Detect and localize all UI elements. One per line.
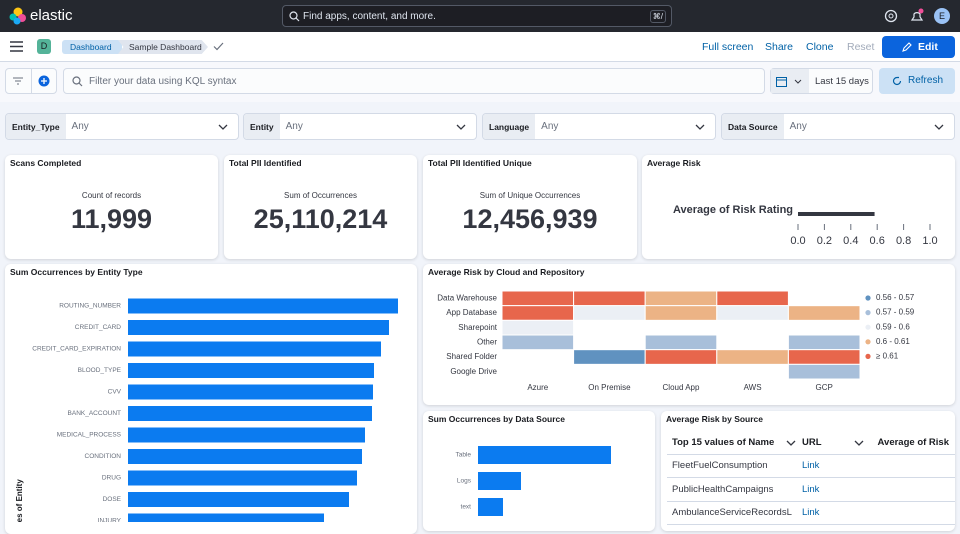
control-value: Any — [789, 121, 807, 132]
chevron-path — [854, 440, 864, 446]
control-label: Entity_Type — [6, 114, 66, 139]
table-cell: PublicHealthCampaigns — [672, 483, 774, 495]
chevron-path — [934, 124, 944, 130]
panel-title: Sum Occurrences by Data Source — [428, 414, 566, 424]
entity-chart-panel: Sum Occurrences by Entity Type — [5, 264, 417, 534]
chevron-icon — [854, 440, 864, 446]
kql-placeholder: Filter your data using KQL syntax — [89, 76, 237, 87]
search-placeholder: Find apps, content, and more. — [303, 11, 436, 22]
breadcrumb-current: Sample Dashboard — [118, 40, 208, 54]
full-screen-button[interactable]: Full screen — [702, 41, 754, 53]
metric-value: 12,456,939 — [462, 204, 598, 234]
chevron-icon — [695, 124, 705, 130]
control[interactable]: Entity_Type Any — [5, 113, 239, 140]
metric-label: Count of records — [81, 191, 142, 200]
table-header-border — [667, 454, 955, 455]
metric-panel: Total PII Identified Sum of Occurrences 25… — [224, 155, 417, 259]
table-header: Average of Risk — [877, 437, 949, 448]
refresh-label: Refresh — [908, 75, 944, 86]
edit-icon — [902, 42, 912, 52]
chevron-icon — [456, 124, 466, 130]
control-value: Any — [541, 121, 559, 132]
table-cell: AmbulanceServiceRecordsL — [672, 507, 792, 518]
table-cell: FleetFuelConsumption — [672, 460, 768, 471]
panel-title: Average Risk by Cloud and Repository — [428, 267, 585, 277]
saved-check — [213, 42, 224, 51]
table-header: Top 15 values of Name — [672, 437, 775, 448]
source-table-panel: Average Risk by Source Top 15 values of N… — [661, 411, 955, 531]
control-value: Any — [71, 121, 89, 132]
control[interactable]: Language Any — [482, 113, 716, 140]
metric-panel: Total PII Identified Unique Sum of Unique… — [423, 155, 637, 259]
average-risk-panel: Average Risk — [642, 155, 955, 259]
table-header: URL — [802, 437, 822, 448]
reset-button[interactable]: Reset — [847, 41, 875, 53]
row-border — [667, 500, 955, 502]
date-picker[interactable]: Last 15 days — [770, 68, 873, 94]
heatmap-panel: Average Risk by Cloud and Repository — [423, 264, 955, 405]
share-button[interactable]: Share — [765, 41, 794, 53]
space-badge[interactable]: D — [37, 39, 51, 54]
control[interactable]: Entity Any — [243, 113, 477, 140]
date-range: Last 15 days — [815, 76, 869, 87]
filter-buttons[interactable] — [5, 68, 57, 94]
control[interactable]: Data Source Any — [721, 113, 955, 140]
filter-icon — [13, 77, 23, 85]
menu-icon[interactable] — [10, 41, 23, 52]
edit-label: Edit — [918, 41, 938, 53]
panel-title: Scans Completed — [10, 158, 82, 168]
avatar[interactable]: E — [934, 8, 950, 24]
metric-label: Sum of Unique Occurrences — [479, 191, 581, 200]
chevron-icon — [786, 440, 796, 446]
calendar-icon — [776, 77, 802, 87]
clone-button[interactable]: Clone — [806, 41, 834, 53]
control-label: Language — [483, 114, 536, 139]
table-link[interactable]: Link — [802, 507, 820, 518]
table-link[interactable]: Link — [802, 483, 820, 495]
elastic-logo — [9, 7, 26, 25]
news-icon[interactable] — [909, 8, 925, 24]
panel-title: Average Risk by Source — [666, 414, 764, 424]
chevron-path — [695, 124, 705, 130]
header-bar: elastic Find apps, content, and more. ⌘/… — [0, 0, 960, 32]
panel-title: Average Risk — [647, 158, 701, 168]
row-border — [667, 524, 955, 525]
refresh-button[interactable]: Refresh — [879, 68, 955, 94]
metric-value: 25,110,214 — [253, 204, 388, 234]
chevron-path — [786, 440, 796, 446]
kql-input[interactable]: Filter your data using KQL syntax — [63, 68, 765, 94]
metric-label: Sum of Occurrences — [284, 191, 357, 200]
search-icon — [72, 76, 83, 87]
divider — [31, 69, 32, 93]
chevron-path — [456, 124, 466, 130]
control-label: Entity — [244, 114, 280, 139]
date-quick-menu[interactable] — [771, 69, 809, 93]
panel-title: Total PII Identified — [229, 158, 302, 168]
chevron-icon — [218, 124, 228, 130]
control-value: Any — [285, 121, 303, 132]
chevron-icon — [934, 124, 944, 130]
row-border — [667, 477, 955, 478]
edit-button[interactable]: Edit — [882, 36, 955, 58]
panel-title: Sum Occurrences by Entity Type — [10, 267, 143, 277]
refresh-icon — [892, 76, 902, 86]
chevron-path — [218, 124, 228, 130]
brand: elastic — [30, 7, 73, 24]
metric-panel: Scans Completed Count of records 11,999 — [5, 155, 218, 259]
control-label: Data Source — [722, 114, 784, 139]
breadcrumb[interactable]: Dashboard — [62, 40, 122, 54]
panel-title: Total PII Identified Unique — [428, 158, 532, 168]
search-shortcut: ⌘/ — [649, 10, 666, 23]
global-search[interactable]: Find apps, content, and more. ⌘/ — [282, 5, 672, 27]
source-chart-panel: Sum Occurrences by Data Source — [423, 411, 655, 531]
search-icon — [289, 11, 300, 22]
table-link[interactable]: Link — [802, 460, 820, 471]
metric-value: 11,999 — [70, 204, 153, 234]
help-icon[interactable] — [884, 9, 898, 23]
add-filter-icon — [38, 75, 50, 87]
